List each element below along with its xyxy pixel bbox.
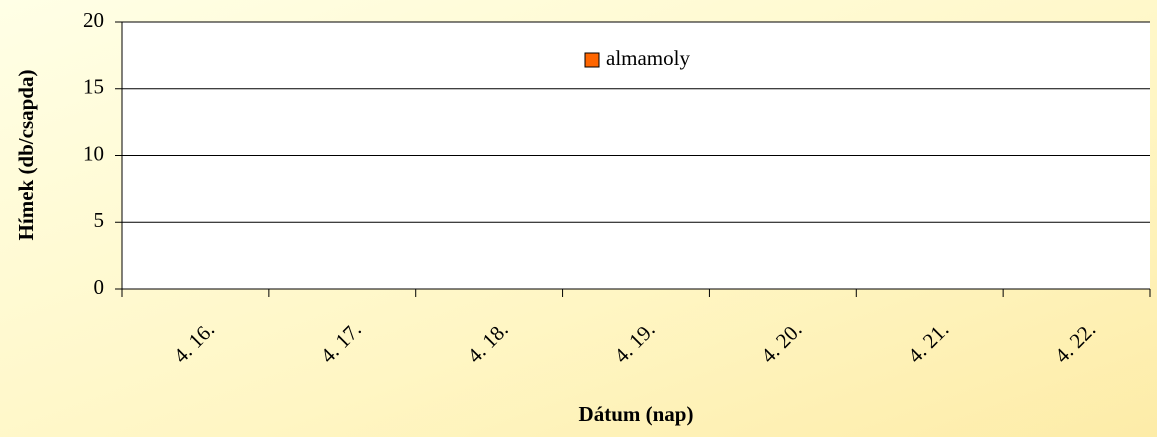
legend-label: almamoly	[606, 46, 690, 70]
y-tick-label: 20	[83, 8, 104, 32]
x-tick-label: 4. 21.	[903, 317, 953, 367]
x-axis-title: Dátum (nap)	[579, 402, 694, 426]
x-tick-label: 4. 19.	[609, 317, 659, 367]
y-tick-label: 10	[83, 141, 104, 165]
x-tick-label: 4. 16.	[169, 317, 219, 367]
x-tick-label: 4. 20.	[756, 317, 806, 367]
x-tick-label: 4. 17.	[316, 317, 366, 367]
y-tick-label: 0	[94, 275, 105, 299]
x-tick-label: 4. 18.	[462, 317, 512, 367]
x-tick-label: 4. 22.	[1050, 317, 1100, 367]
y-tick-label: 15	[83, 75, 104, 99]
y-axis-title: Hímek (db/csapda)	[14, 70, 38, 241]
y-tick-label: 5	[94, 208, 105, 232]
legend-swatch	[584, 52, 600, 68]
